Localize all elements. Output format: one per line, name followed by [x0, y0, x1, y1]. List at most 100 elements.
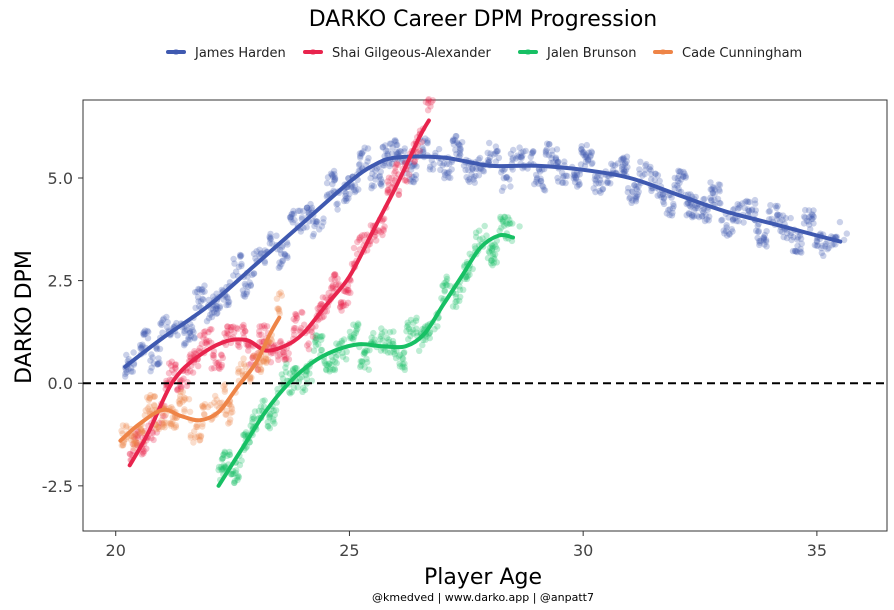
point-cade-cunningham [204, 403, 212, 411]
point-james-harden [671, 185, 678, 192]
point-james-harden [692, 193, 699, 201]
point-jalen-brunson [340, 336, 348, 343]
legend-dot-shai-gilgeous-alexander [310, 49, 316, 55]
point-jalen-brunson [278, 371, 285, 378]
point-shai-gilgeous-alexander [374, 227, 382, 234]
point-james-harden [694, 204, 701, 212]
point-cade-cunningham [257, 365, 264, 373]
point-jalen-brunson [441, 287, 448, 294]
point-jalen-brunson [404, 319, 411, 326]
point-jalen-brunson [271, 420, 278, 427]
point-shai-gilgeous-alexander [219, 354, 227, 362]
point-jalen-brunson [220, 451, 228, 458]
point-shai-gilgeous-alexander [337, 303, 344, 310]
point-cade-cunningham [154, 424, 162, 431]
point-jalen-brunson [318, 346, 326, 354]
point-james-harden [392, 138, 400, 145]
point-shai-gilgeous-alexander [285, 356, 293, 363]
point-james-harden [676, 179, 683, 187]
point-jalen-brunson [226, 451, 233, 458]
point-jalen-brunson [331, 358, 339, 366]
point-cade-cunningham [130, 445, 137, 452]
point-jalen-brunson [255, 407, 263, 414]
point-james-harden [587, 153, 594, 160]
point-james-harden [246, 279, 253, 286]
point-james-harden [287, 216, 295, 223]
point-james-harden [618, 166, 626, 173]
point-james-harden [267, 235, 275, 242]
point-james-harden [356, 150, 364, 157]
point-jalen-brunson [419, 325, 426, 333]
point-james-harden [275, 264, 282, 271]
point-cade-cunningham [187, 434, 194, 441]
point-james-harden [652, 170, 659, 177]
point-shai-gilgeous-alexander [277, 337, 284, 345]
point-jalen-brunson [339, 349, 346, 356]
point-james-harden [571, 172, 579, 179]
point-james-harden [250, 250, 258, 257]
point-james-harden [199, 286, 206, 293]
point-jalen-brunson [361, 349, 368, 357]
point-james-harden [208, 309, 216, 317]
point-james-harden [774, 211, 781, 218]
y-axis-title: DARKO DPM [12, 250, 37, 384]
point-shai-gilgeous-alexander [334, 275, 341, 282]
point-james-harden [382, 142, 389, 149]
point-james-harden [494, 147, 501, 155]
point-shai-gilgeous-alexander [186, 353, 193, 360]
point-james-harden [685, 210, 692, 217]
x-tick-label: 30 [573, 541, 593, 560]
point-shai-gilgeous-alexander [305, 346, 313, 353]
point-james-harden [200, 296, 207, 303]
point-shai-gilgeous-alexander [263, 323, 271, 330]
point-jalen-brunson [395, 353, 403, 360]
point-james-harden [725, 214, 732, 221]
point-cade-cunningham [257, 368, 264, 375]
point-james-harden [633, 185, 640, 193]
point-james-harden [252, 255, 259, 262]
point-jalen-brunson [453, 303, 460, 311]
point-james-harden [444, 170, 452, 177]
point-jalen-brunson [392, 354, 400, 362]
point-shai-gilgeous-alexander [424, 107, 432, 114]
point-jalen-brunson [405, 325, 413, 332]
point-james-harden [544, 140, 551, 147]
point-cade-cunningham [151, 393, 158, 400]
point-shai-gilgeous-alexander [275, 356, 282, 363]
point-james-harden [158, 319, 165, 326]
point-jalen-brunson [325, 361, 333, 368]
point-cade-cunningham [228, 405, 236, 412]
point-james-harden [635, 183, 642, 190]
point-james-harden [614, 160, 622, 167]
point-james-harden [470, 173, 477, 181]
point-shai-gilgeous-alexander [393, 160, 401, 167]
point-james-harden [581, 153, 589, 161]
point-cade-cunningham [207, 401, 214, 409]
point-james-harden [564, 172, 571, 180]
point-james-harden [435, 145, 443, 153]
point-james-harden [537, 175, 544, 182]
point-cade-cunningham [163, 419, 170, 426]
point-jalen-brunson [362, 347, 369, 354]
point-shai-gilgeous-alexander [177, 383, 184, 390]
point-james-harden [794, 236, 801, 243]
point-james-harden [529, 148, 537, 155]
point-james-harden [748, 207, 756, 214]
point-cade-cunningham [123, 422, 130, 429]
point-james-harden [576, 181, 583, 188]
point-cade-cunningham [194, 423, 201, 431]
point-shai-gilgeous-alexander [203, 338, 211, 346]
chart-caption: @kmedved | www.darko.app | @anpatt7 [372, 591, 594, 604]
point-james-harden [313, 218, 320, 225]
point-jalen-brunson [440, 282, 447, 290]
point-shai-gilgeous-alexander [203, 340, 210, 347]
point-james-harden [642, 166, 649, 174]
point-james-harden [242, 282, 249, 289]
point-jalen-brunson [333, 359, 340, 367]
point-james-harden [580, 151, 587, 158]
point-james-harden [633, 193, 641, 200]
point-james-harden [809, 215, 816, 223]
point-shai-gilgeous-alexander [258, 331, 265, 338]
point-james-harden [214, 303, 221, 310]
point-shai-gilgeous-alexander [198, 340, 205, 348]
